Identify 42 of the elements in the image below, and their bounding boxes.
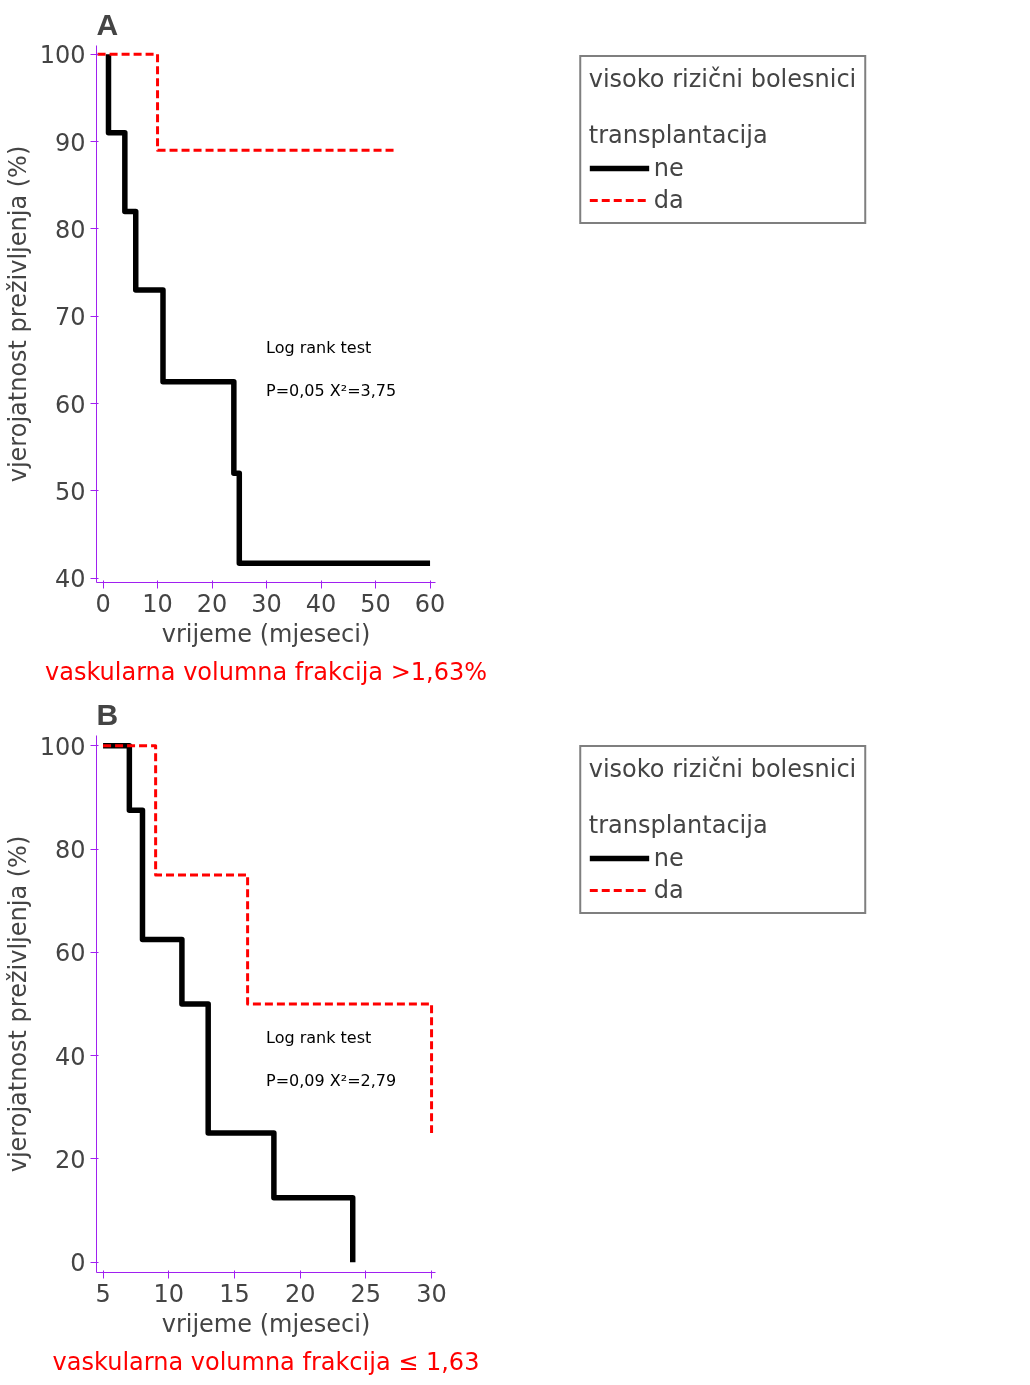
annotation: P=0,09 X²=2,79 bbox=[266, 1070, 397, 1090]
x-tick-label: 40 bbox=[305, 589, 337, 618]
legend-label: da bbox=[653, 186, 684, 214]
y-tick-label: 80 bbox=[54, 836, 86, 865]
x-tick-label: 60 bbox=[414, 589, 446, 618]
chart-title: A bbox=[96, 7, 119, 41]
y-tick-label: 90 bbox=[54, 128, 86, 157]
y-tick-label: 20 bbox=[54, 1145, 86, 1174]
x-axis-title: vrijeme (mjeseci) bbox=[161, 1309, 371, 1338]
x-tick-label: 50 bbox=[360, 589, 391, 618]
y-tick-label: 0 bbox=[70, 1249, 86, 1278]
legend-label: ne bbox=[653, 844, 684, 872]
y-tick-label: 50 bbox=[54, 477, 86, 506]
y-tick-label: 80 bbox=[54, 215, 86, 244]
y-tick-label: 100 bbox=[39, 732, 86, 761]
text: vaskularna volumna frakcija >1,63% bbox=[45, 657, 487, 686]
y-tick-label: 60 bbox=[54, 390, 86, 419]
y-tick-label: 40 bbox=[54, 565, 86, 594]
y-tick-label: 60 bbox=[54, 939, 86, 968]
y-axis-title: vjerojatnost preživljenja (%) bbox=[3, 145, 32, 483]
annotation: Log rank test bbox=[266, 337, 372, 357]
y-tick-label: 100 bbox=[39, 41, 86, 70]
x-tick-label: 20 bbox=[284, 1279, 316, 1308]
annotation: P=0,05 X²=3,75 bbox=[266, 380, 397, 400]
annotation: Log rank test bbox=[266, 1027, 372, 1047]
legend-label: ne bbox=[653, 154, 684, 182]
y-tick-label: 40 bbox=[54, 1042, 86, 1071]
text: vaskularna volumna frakcija ≤ 1,63 bbox=[52, 1347, 480, 1376]
x-axis-title: vrijeme (mjeseci) bbox=[161, 619, 371, 648]
x-tick-label: 10 bbox=[153, 1279, 185, 1308]
x-tick-label: 5 bbox=[95, 1279, 111, 1308]
x-tick-label: 0 bbox=[95, 589, 111, 618]
x-tick-label: 30 bbox=[416, 1279, 447, 1308]
y-axis-title: vjerojatnost preživljenja (%) bbox=[3, 835, 32, 1173]
y-tick-label: 70 bbox=[54, 303, 86, 332]
x-tick-label: 10 bbox=[142, 589, 173, 618]
x-tick-label: 20 bbox=[196, 589, 228, 618]
x-tick-label: 30 bbox=[251, 589, 282, 618]
x-tick-label: 15 bbox=[219, 1279, 250, 1308]
x-tick-label: 25 bbox=[350, 1279, 382, 1308]
legend-label: da bbox=[653, 876, 684, 904]
chart-title: B bbox=[96, 697, 119, 731]
